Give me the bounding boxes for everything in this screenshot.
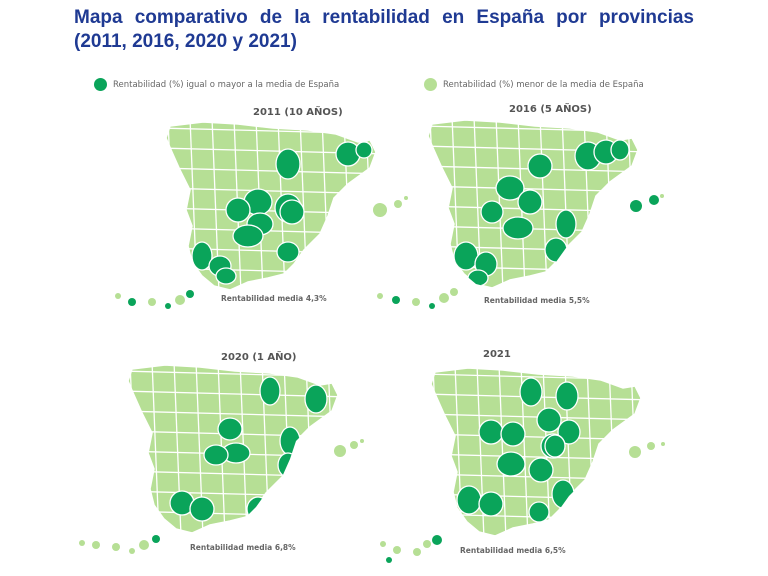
island <box>129 548 135 554</box>
island <box>647 442 655 450</box>
island <box>660 194 664 198</box>
map-2016-caption: Rentabilidad media 5,5% <box>484 296 590 305</box>
legend-below: Rentabilidad (%) menor de la media de Es… <box>424 78 644 91</box>
island <box>432 535 442 545</box>
province-above-average <box>502 216 534 240</box>
map-2021 <box>380 367 665 563</box>
province-above-average <box>467 269 489 287</box>
province-above-average <box>555 209 577 239</box>
island <box>92 541 100 549</box>
province-above-average <box>519 377 543 407</box>
island <box>165 303 171 309</box>
legend-below-swatch <box>424 78 437 91</box>
island <box>377 293 383 299</box>
island <box>148 298 156 306</box>
island <box>115 293 121 299</box>
island <box>139 540 149 550</box>
province-above-average <box>279 199 305 225</box>
province-above-average <box>456 485 482 515</box>
province-above-average <box>500 421 526 447</box>
map-2020-title: 2020 (1 AÑO) <box>221 352 297 363</box>
legend-above-label: Rentabilidad (%) igual o mayor a la medi… <box>113 79 340 90</box>
province-above-average <box>528 457 554 483</box>
island <box>393 546 401 554</box>
island <box>373 203 387 217</box>
province-above-average <box>203 444 229 466</box>
map-2011-caption: Rentabilidad media 4,3% <box>221 294 327 303</box>
legend-below-label: Rentabilidad (%) menor de la media de Es… <box>443 79 644 90</box>
map-2020-caption: Rentabilidad media 6,8% <box>190 543 296 552</box>
map-2021-title: 2021 <box>483 349 511 360</box>
province-above-average <box>480 200 504 224</box>
map-2021-caption: Rentabilidad media 6,5% <box>460 546 566 555</box>
province-above-average <box>478 419 504 445</box>
province-above-average <box>215 267 237 285</box>
province-above-average <box>544 237 568 263</box>
province-above-average <box>551 479 575 509</box>
island <box>175 295 185 305</box>
map-2016-title: 2016 (5 AÑOS) <box>509 104 592 115</box>
province-above-average <box>259 376 281 406</box>
island <box>394 200 402 208</box>
island <box>112 543 120 551</box>
island <box>350 441 358 449</box>
province-above-average <box>557 419 581 445</box>
island <box>629 446 641 458</box>
province-above-average <box>225 197 251 223</box>
island <box>386 557 392 563</box>
province-above-average <box>304 384 328 414</box>
map-2016 <box>377 119 664 309</box>
province-above-average <box>246 496 270 522</box>
island <box>79 540 85 546</box>
province-above-average <box>610 139 630 161</box>
province-above-average <box>528 501 550 523</box>
province-above-average <box>217 417 243 441</box>
island <box>413 548 421 556</box>
province-above-average <box>276 241 300 263</box>
province-above-average <box>527 153 553 179</box>
province-above-average <box>517 189 543 215</box>
island <box>392 296 400 304</box>
island <box>630 200 642 212</box>
province-above-average <box>355 141 373 159</box>
island <box>412 298 420 306</box>
province-above-average <box>544 434 566 458</box>
province-above-average <box>189 496 215 522</box>
island <box>450 288 458 296</box>
island <box>360 439 364 443</box>
island <box>429 303 435 309</box>
island <box>380 541 386 547</box>
province-above-average <box>495 175 525 201</box>
island <box>649 195 659 205</box>
map-2011-title: 2011 (10 AÑOS) <box>253 107 343 118</box>
island <box>404 196 408 200</box>
map-2011 <box>115 121 408 309</box>
island <box>439 293 449 303</box>
province-above-average <box>478 491 504 517</box>
legend-above: Rentabilidad (%) igual o mayor a la medi… <box>94 78 339 91</box>
legend-above-swatch <box>94 78 107 91</box>
island <box>152 535 160 543</box>
island <box>661 442 665 446</box>
province-above-average <box>275 148 301 180</box>
island <box>128 298 136 306</box>
province-above-average <box>232 224 264 248</box>
province-above-average <box>191 241 213 271</box>
island <box>334 445 346 457</box>
province-above-average <box>555 381 579 411</box>
island <box>186 290 194 298</box>
island <box>423 540 431 548</box>
province-above-average <box>536 407 562 433</box>
province-above-average <box>496 451 526 477</box>
map-2020 <box>79 364 364 554</box>
page-title: Mapa comparativo de la rentabilidad en E… <box>74 7 694 52</box>
